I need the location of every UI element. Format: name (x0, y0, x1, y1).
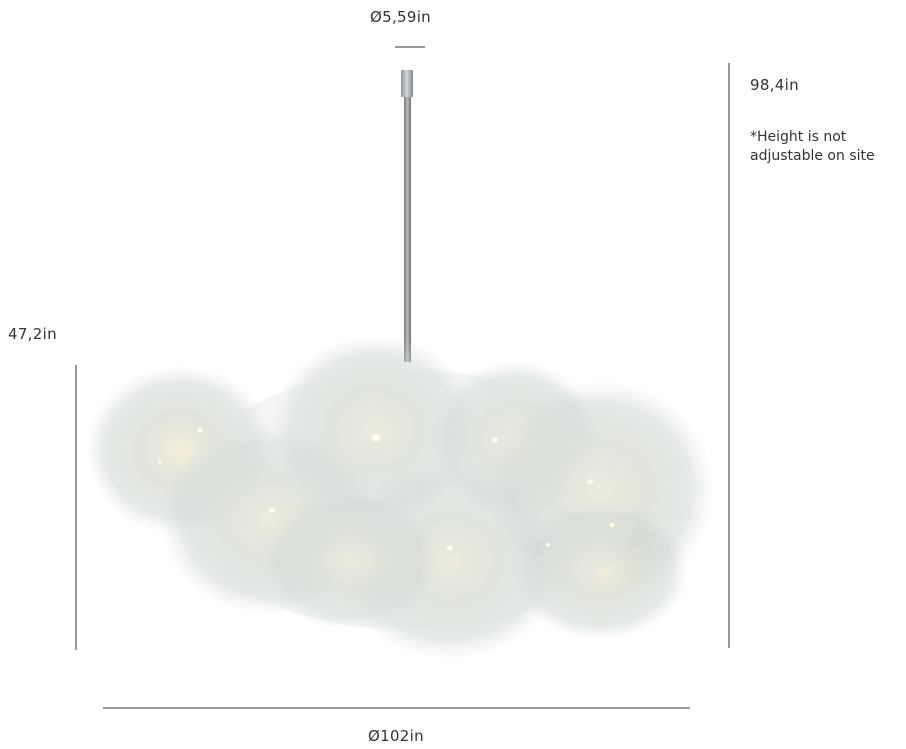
total-height-label: 98,4in (750, 76, 799, 94)
canopy-diameter-label: Ø5,59in (370, 8, 431, 26)
lamp-illustration (85, 70, 715, 660)
height-note: *Height is not adjustable on site (750, 129, 875, 164)
body-height-label: 47,2in (8, 325, 57, 343)
body-diameter-label: Ø102in (368, 727, 424, 745)
